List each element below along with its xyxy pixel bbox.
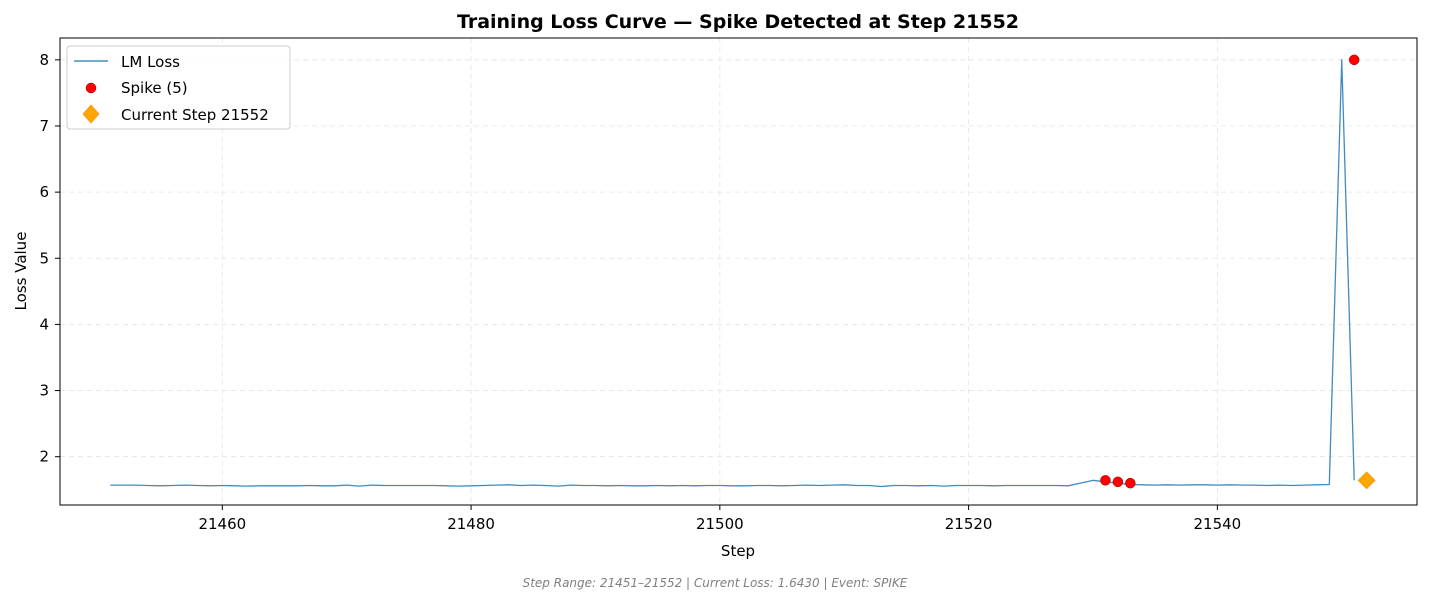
legend-spike-swatch (85, 82, 97, 94)
y-tick-label: 3 (39, 382, 49, 400)
x-tick-label: 21500 (696, 515, 744, 533)
y-tick-label: 8 (39, 51, 49, 69)
legend-current-swatch (82, 104, 100, 124)
x-tick-label: 21520 (945, 515, 993, 533)
loss-line-layer (110, 59, 1355, 488)
footer-info: Step Range: 21451–21552 | Current Loss: … (523, 576, 908, 590)
x-tick-label: 21540 (1194, 515, 1242, 533)
y-tick-label: 4 (39, 315, 49, 333)
spike-point (1125, 477, 1136, 489)
chart-title: Training Loss Curve — Spike Detected at … (457, 11, 1019, 33)
spike-point (1348, 54, 1360, 66)
legend-box (66, 45, 291, 130)
x-tick-label: 21460 (198, 515, 246, 533)
y-tick-label: 5 (39, 249, 49, 267)
x-axis-label: Step (721, 542, 755, 560)
x-tick-label: 21480 (447, 515, 495, 533)
y-tick-label: 2 (39, 448, 49, 466)
legend-current: Current Step 21552 (121, 106, 269, 124)
spike-point (1100, 475, 1111, 486)
marker-layer (1100, 54, 1376, 490)
lm-loss-line (110, 59, 1355, 488)
current-step-marker (1357, 471, 1376, 490)
y-axis-label: Loss Value (12, 232, 30, 311)
y-tick-label: 6 (39, 183, 49, 201)
legend: LM Loss Spike (5) Current Step 21552 (66, 45, 291, 130)
axis-ticks: 21460 21480 21500 21520 21540 2 3 4 5 6 7 8 (39, 51, 1241, 533)
legend-lm-loss: LM Loss (121, 53, 180, 71)
legend-spike: Spike (5) (121, 79, 188, 97)
plot-frame (59, 37, 1418, 506)
y-tick-label: 7 (39, 117, 49, 135)
spike-point (1112, 476, 1124, 488)
